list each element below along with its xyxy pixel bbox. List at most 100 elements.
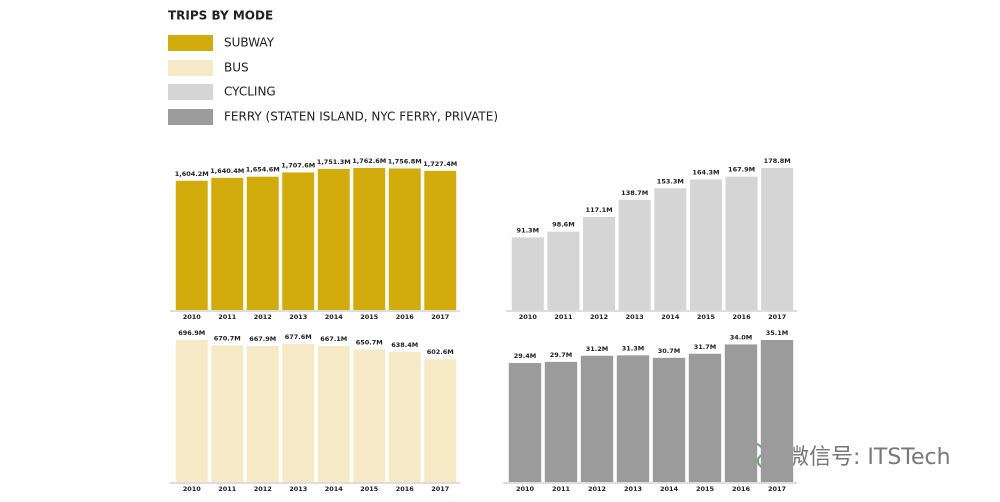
value-label: 138.7M — [621, 189, 648, 197]
value-label: 178.8M — [764, 157, 791, 165]
bar — [618, 199, 651, 310]
bar — [388, 351, 421, 482]
x-tick-label: 2013 — [624, 485, 642, 493]
bar — [424, 170, 457, 310]
legend-label: CYCLING — [224, 85, 276, 99]
bar — [388, 168, 421, 310]
value-label: 650.7M — [356, 338, 383, 346]
bar — [583, 217, 616, 310]
value-label: 34.0M — [730, 333, 753, 341]
value-label: 1,654.6M — [246, 166, 280, 174]
value-label: 30.7M — [658, 347, 681, 355]
x-tick-label: 2015 — [360, 485, 379, 493]
bar — [508, 363, 542, 482]
value-label: 117.1M — [586, 206, 613, 214]
bar — [511, 237, 544, 310]
x-tick-label: 2014 — [660, 485, 679, 493]
bar — [211, 345, 244, 482]
x-tick-label: 2012 — [254, 485, 272, 493]
bar — [246, 176, 279, 310]
bar — [282, 172, 315, 310]
value-label: 31.3M — [622, 344, 645, 352]
x-tick-label: 2016 — [732, 485, 751, 493]
value-label: 1,762.6M — [352, 157, 386, 165]
x-tick-label: 2014 — [325, 485, 344, 493]
legend-swatch — [168, 60, 213, 76]
chart-title: TRIPS BY MODE — [168, 9, 273, 23]
value-label: 31.7M — [694, 343, 717, 351]
bar — [761, 168, 794, 310]
x-tick-label: 2017 — [431, 485, 449, 493]
value-label: 29.7M — [550, 351, 573, 359]
x-tick-label: 2011 — [218, 485, 237, 493]
legend-swatch — [168, 109, 213, 125]
value-label: 1,751.3M — [317, 158, 351, 166]
x-tick-label: 2011 — [554, 313, 573, 321]
bar — [547, 231, 580, 310]
x-tick-label: 2016 — [396, 313, 415, 321]
x-tick-label: 2017 — [431, 313, 449, 321]
x-tick-label: 2010 — [183, 313, 202, 321]
bar — [616, 355, 650, 482]
bar — [544, 361, 578, 482]
x-tick-label: 2016 — [733, 313, 752, 321]
value-label: 31.2M — [586, 345, 609, 353]
x-tick-label: 2015 — [697, 313, 716, 321]
value-label: 1,640.4M — [210, 167, 244, 175]
x-tick-label: 2012 — [254, 313, 272, 321]
bar — [760, 340, 794, 482]
value-label: 29.4M — [514, 352, 537, 360]
value-label: 35.1M — [766, 329, 789, 337]
bar — [175, 340, 208, 482]
value-label: 1,756.8M — [388, 157, 422, 165]
bar — [424, 359, 457, 482]
x-tick-label: 2012 — [590, 313, 608, 321]
bar — [175, 180, 208, 310]
x-tick-label: 2012 — [588, 485, 606, 493]
x-tick-label: 2011 — [552, 485, 571, 493]
value-label: 153.3M — [657, 177, 684, 185]
bar — [211, 177, 244, 310]
value-label: 602.6M — [427, 348, 454, 356]
bar — [282, 343, 315, 482]
legend-swatch — [168, 84, 213, 100]
value-label: 667.9M — [249, 335, 276, 343]
x-tick-label: 2013 — [289, 485, 307, 493]
value-label: 638.4M — [391, 341, 418, 349]
bar — [353, 349, 386, 482]
x-tick-label: 2014 — [325, 313, 344, 321]
legend-label: FERRY (STATEN ISLAND, NYC FERRY, PRIVATE… — [224, 110, 498, 124]
value-label: 667.1M — [320, 335, 347, 343]
legend-swatch — [168, 35, 213, 51]
bar — [689, 179, 722, 310]
value-label: 91.3M — [517, 226, 540, 234]
x-tick-label: 2010 — [519, 313, 538, 321]
bar — [317, 346, 350, 482]
x-tick-label: 2013 — [626, 313, 644, 321]
value-label: 677.6M — [285, 333, 312, 341]
value-label: 696.9M — [178, 329, 205, 337]
x-tick-label: 2011 — [218, 313, 237, 321]
bar — [353, 168, 386, 310]
x-tick-label: 2015 — [360, 313, 379, 321]
bar — [580, 355, 614, 482]
value-label: 1,727.4M — [423, 160, 457, 168]
x-tick-label: 2017 — [768, 485, 786, 493]
x-tick-label: 2014 — [661, 313, 680, 321]
value-label: 1,707.6M — [281, 161, 315, 169]
x-tick-label: 2010 — [183, 485, 202, 493]
legend-label: BUS — [224, 61, 249, 75]
value-label: 1,604.2M — [175, 170, 209, 178]
value-label: 167.9M — [728, 166, 755, 174]
x-tick-label: 2010 — [516, 485, 535, 493]
value-label: 164.3M — [692, 169, 719, 177]
bar — [246, 345, 279, 482]
watermark-text: 微信号: ITSTech — [787, 445, 951, 470]
x-tick-label: 2015 — [696, 485, 715, 493]
x-tick-label: 2013 — [289, 313, 307, 321]
value-label: 98.6M — [552, 221, 575, 229]
legend-label: SUBWAY — [224, 36, 275, 50]
bar — [654, 188, 687, 310]
x-tick-label: 2016 — [396, 485, 415, 493]
